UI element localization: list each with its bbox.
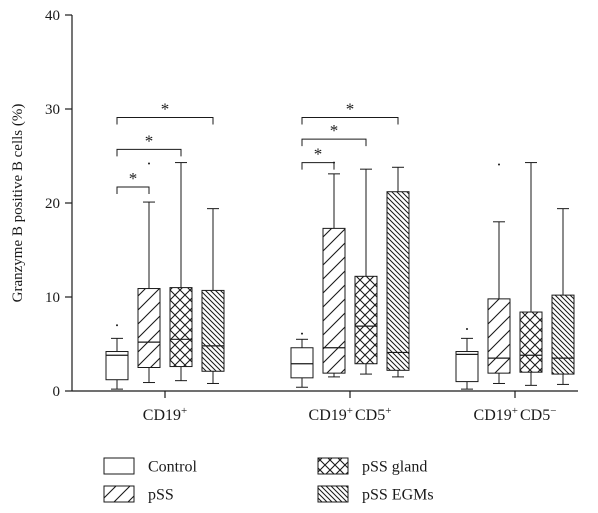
- y-tick-label: 10: [45, 290, 60, 306]
- outlier-point: [466, 327, 468, 330]
- significance-star: *: [129, 169, 138, 188]
- box-iqr: [455, 351, 479, 383]
- significance-brackets: * * * * * *: [116, 99, 399, 195]
- legend-swatch: [317, 457, 349, 475]
- box-series: [105, 161, 575, 390]
- group-label: CD19+ CD5+: [309, 405, 392, 424]
- box-pss-gland: [519, 162, 543, 386]
- significance-bracket: [301, 116, 399, 125]
- box-pss: [322, 161, 346, 378]
- x-axis: CD19+ CD19+ CD5+ CD19+ CD5−: [72, 390, 578, 424]
- legend-label: pSS: [148, 487, 174, 504]
- box-pss-gland: [354, 168, 378, 375]
- significance-bracket: [301, 138, 367, 147]
- box-pss: [487, 163, 511, 384]
- legend: Control pSS pSS gland pSS EGMs: [103, 457, 434, 504]
- significance-bracket: [116, 116, 214, 125]
- outlier-point: [148, 162, 150, 165]
- x-ticks: CD19+ CD19+ CD5+ CD19+ CD5−: [143, 391, 557, 424]
- significance-bracket: [116, 186, 150, 195]
- box-iqr: [105, 351, 129, 381]
- box-iqr: [519, 311, 543, 373]
- legend-label: pSS gland: [362, 459, 427, 476]
- y-ticks: 0 10 20 30 40: [45, 8, 72, 400]
- outlier-point: [116, 324, 118, 327]
- legend-item: pSS EGMs: [317, 485, 434, 504]
- significance-star: *: [145, 131, 154, 150]
- box-iqr: [169, 287, 193, 368]
- box-iqr: [322, 227, 346, 374]
- box-iqr: [290, 347, 314, 379]
- legend-item: pSS: [103, 485, 174, 504]
- y-tick-label: 30: [45, 102, 60, 118]
- y-tick-label: 0: [53, 384, 61, 400]
- significance-star: *: [161, 99, 170, 118]
- box-pss-egms: [551, 208, 575, 385]
- significance-star: *: [330, 121, 339, 140]
- group-label: CD19+ CD5−: [474, 405, 557, 424]
- legend-item: Control: [103, 457, 197, 476]
- box-pss: [137, 162, 161, 384]
- box-control: [455, 327, 479, 390]
- legend-label: Control: [148, 459, 197, 476]
- box-iqr: [487, 298, 511, 374]
- box-pss-egms: [386, 166, 410, 378]
- y-tick-label: 40: [45, 8, 60, 24]
- legend-item: pSS gland: [317, 457, 427, 476]
- box-iqr: [386, 191, 410, 371]
- group-label: CD19+: [143, 405, 187, 424]
- box-control: [105, 324, 129, 390]
- y-axis-label: Granzyme B positive B cells (%): [10, 104, 26, 303]
- legend-swatch: [103, 457, 135, 475]
- significance-star: *: [314, 145, 323, 164]
- box-control: [290, 332, 314, 388]
- box-iqr: [354, 275, 378, 365]
- y-axis: 0 10 20 30 40 Granzyme B positive B cells (%…: [10, 8, 73, 400]
- legend-label: pSS EGMs: [362, 487, 434, 504]
- significance-star: *: [346, 99, 355, 118]
- legend-swatch: [317, 485, 349, 503]
- outlier-point: [498, 163, 500, 166]
- box-iqr: [137, 288, 161, 369]
- significance-bracket: [116, 148, 182, 157]
- outlier-point: [301, 332, 303, 335]
- y-tick-label: 20: [45, 196, 60, 212]
- box-iqr: [551, 294, 575, 375]
- box-pss-gland: [169, 162, 193, 382]
- box-pss-egms: [201, 208, 225, 384]
- legend-swatch: [103, 485, 135, 503]
- box-iqr: [201, 289, 225, 372]
- significance-bracket: [301, 162, 335, 170]
